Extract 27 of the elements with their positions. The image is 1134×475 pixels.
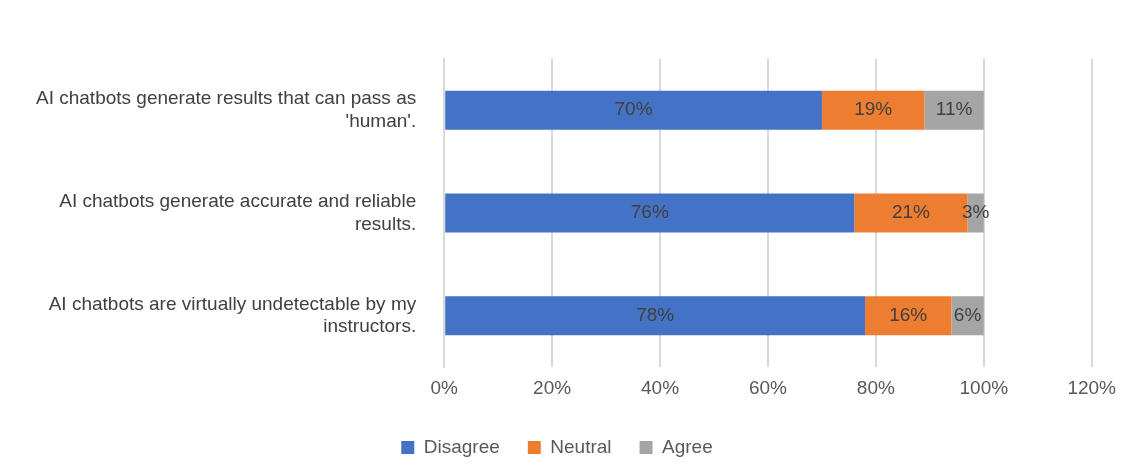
x-tick-label: 40% [641,376,680,398]
bar [445,193,855,233]
data-label: 19% [854,98,893,120]
data-label: 76% [630,201,669,223]
x-tick-label: 60% [748,376,788,398]
bar [865,296,952,336]
bar [445,296,866,336]
y-tick-label: AI chatbots generate accurate and reliable results. [59,189,417,234]
bar [821,90,925,130]
x-tick-label: 80% [856,376,895,398]
data-label: 16% [889,304,928,326]
bar [924,90,984,130]
legend-label: Agree [662,435,713,457]
legend-label: Disagree [423,435,500,457]
x-tick-label: 20% [533,376,572,398]
bar [445,90,822,130]
x-tick-label: 0% [430,376,459,398]
x-tick-label: 100% [959,376,1009,398]
data-label: 70% [614,98,653,120]
x-tick-label: 120% [1067,376,1117,398]
data-label: 78% [636,304,675,326]
data-label: 6% [953,304,982,326]
y-tick-label: AI chatbots generate results that can pass as 'human'. [35,87,417,131]
data-label: 21% [891,201,931,223]
legend-label: Neutral [550,435,612,457]
data-label: 11% [935,98,973,120]
y-tick-label: AI chatbots are virtually undetectable by my instructors. [48,292,417,337]
